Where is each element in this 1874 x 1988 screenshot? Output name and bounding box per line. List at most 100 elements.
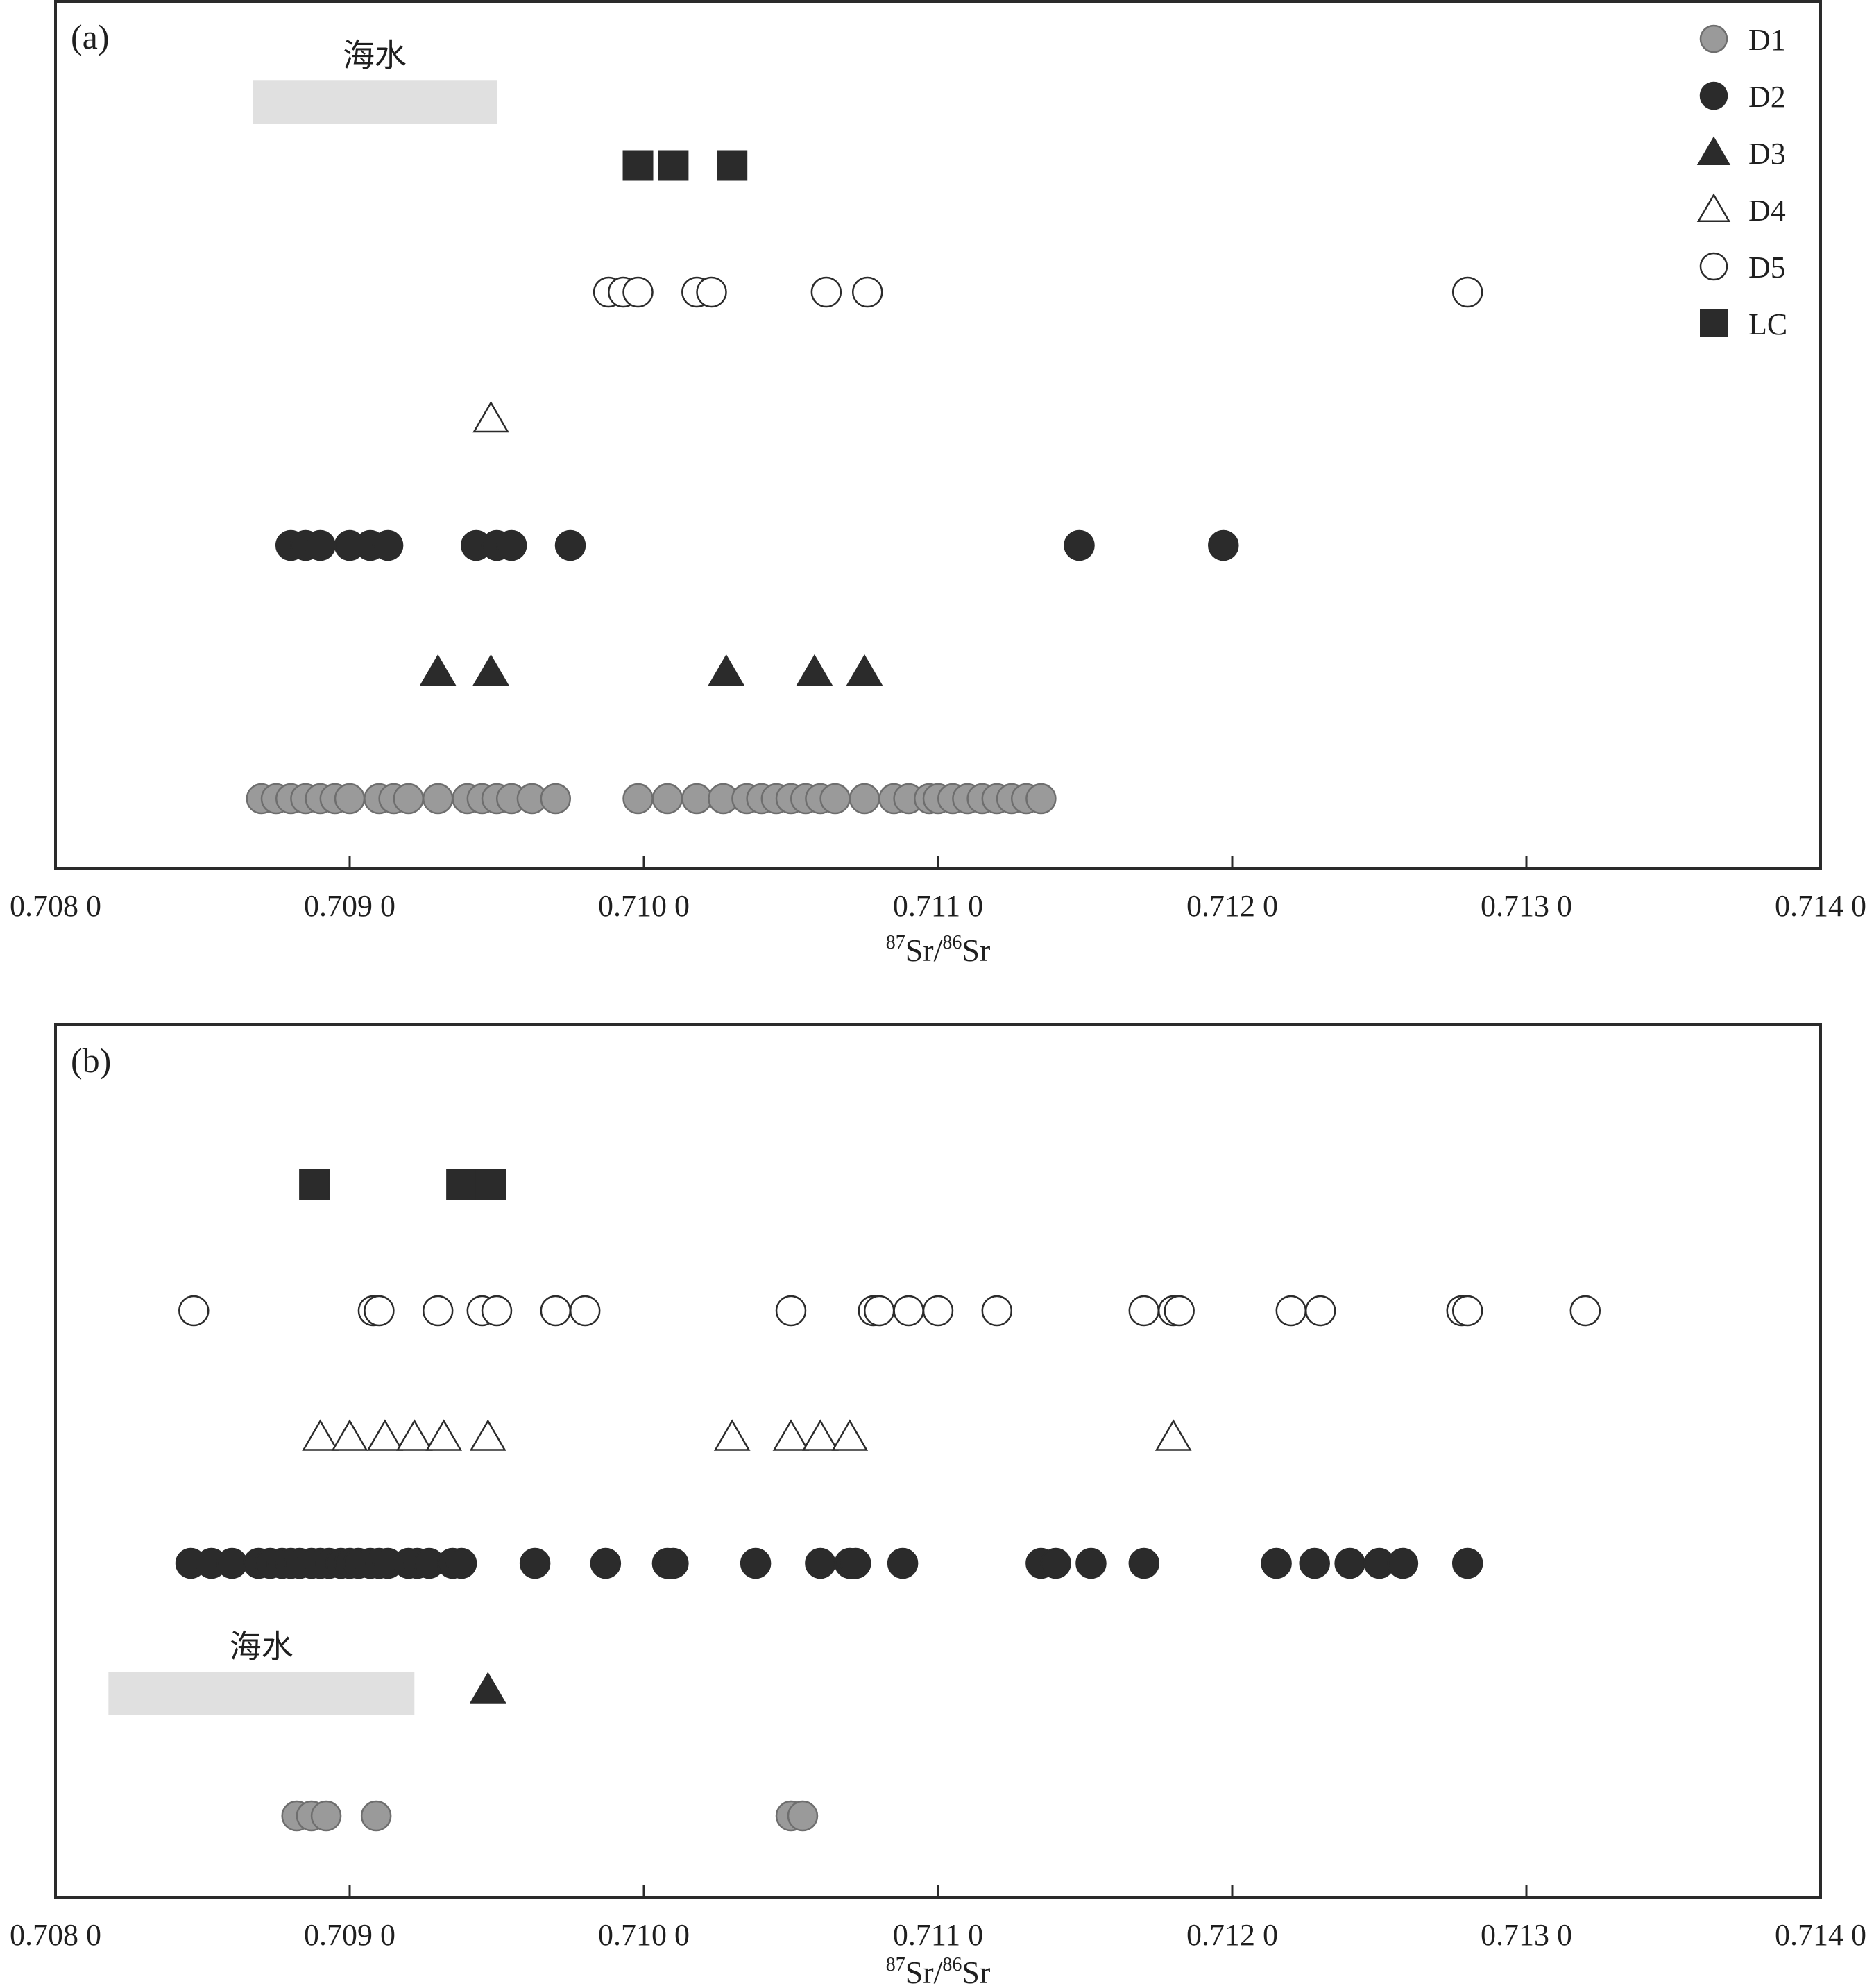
data-point-lc [299, 1169, 330, 1200]
data-point-d2 [1387, 1547, 1419, 1579]
legend-marker [1699, 81, 1728, 110]
data-point-d1 [1025, 783, 1057, 815]
data-point-d5 [810, 276, 842, 308]
x-tick-label: 0.709 0 [304, 889, 395, 923]
data-point-d3 [419, 654, 457, 686]
series-d4 [302, 1419, 1192, 1451]
x-axis-label-sup: 87 [886, 1954, 905, 1976]
data-point-d2 [445, 1547, 477, 1579]
x-tick-label: 0.713 0 [1481, 1918, 1572, 1952]
data-point-d2 [216, 1547, 248, 1579]
data-point-d2 [840, 1547, 871, 1579]
data-point-d5 [1451, 276, 1483, 308]
data-point-d4 [713, 1419, 751, 1451]
data-point-d2 [805, 1547, 836, 1579]
data-point-d1 [310, 1800, 342, 1832]
x-axis-label-text: Sr [962, 933, 990, 968]
x-axis-label-sup: 86 [942, 932, 962, 953]
data-point-d2 [495, 529, 527, 561]
seawater-band [108, 1672, 415, 1715]
data-point-d5 [569, 1295, 601, 1327]
x-tick-label: 0.714 0 [1775, 889, 1866, 923]
legend-label: D3 [1748, 137, 1786, 171]
data-point-d4 [831, 1419, 869, 1451]
x-axis-label-text: Sr/ [905, 1955, 943, 1988]
data-point-d3 [472, 654, 509, 686]
data-point-d5 [893, 1295, 924, 1327]
data-point-d4 [302, 1419, 339, 1451]
data-point-d2 [658, 1547, 689, 1579]
series-d4 [472, 400, 509, 433]
data-point-d1 [622, 783, 654, 815]
legend-marker [1699, 252, 1728, 281]
data-point-d5 [981, 1295, 1013, 1327]
series-lc [299, 1169, 506, 1200]
data-point-d5 [1128, 1295, 1160, 1327]
x-axis-label-text: Sr/ [905, 933, 943, 968]
data-point-d4 [366, 1419, 404, 1451]
data-point-d4 [772, 1419, 810, 1451]
series-d3 [419, 654, 883, 686]
panel-a: 0.708 0 0.709 0 0.710 0 0.711 0 0.712 0 0.713… [10, 0, 1866, 968]
data-point-d3 [708, 654, 745, 686]
seawater-label: 海水 [343, 37, 407, 73]
series-lc [622, 150, 748, 181]
x-tick-label: 0.709 0 [304, 1918, 395, 1952]
data-point-d3 [846, 654, 883, 686]
legend-marker [1699, 24, 1728, 53]
data-point-d5 [863, 1295, 895, 1327]
data-point-d2 [1040, 1547, 1071, 1579]
data-point-d5 [1304, 1295, 1336, 1327]
legend-item-lc: LC [1700, 307, 1787, 341]
data-point-d2 [1299, 1547, 1330, 1579]
data-point-d2 [554, 529, 586, 561]
data-point-d2 [1208, 529, 1239, 561]
seawater-label: 海水 [230, 1629, 293, 1664]
legend-item-d5: D5 [1699, 250, 1786, 284]
x-axis-label-text: Sr [962, 1955, 990, 1988]
data-point-d2 [519, 1547, 551, 1579]
data-point-d2 [887, 1547, 919, 1579]
x-tick-label: 0.708 0 [10, 889, 101, 923]
data-point-d2 [1128, 1547, 1160, 1579]
data-point-d4 [395, 1419, 433, 1451]
data-point-d5 [696, 276, 727, 308]
data-point-lc [446, 1169, 477, 1200]
data-point-d5 [1569, 1295, 1601, 1327]
data-point-lc [658, 150, 689, 181]
data-point-d5 [851, 276, 883, 308]
legend-label: D4 [1748, 194, 1786, 228]
legend-label: D2 [1748, 80, 1786, 114]
legend-item-d3: D3 [1696, 136, 1786, 171]
data-point-d3 [469, 1672, 506, 1704]
x-axis-label-sup: 87 [886, 932, 905, 953]
legend-item-d1: D1 [1699, 23, 1786, 57]
legend-marker [1700, 309, 1728, 337]
series-d5 [593, 276, 1483, 308]
series-d1 [246, 783, 1057, 815]
legend: D1 D2 D3 D4 D5 LC [1696, 23, 1787, 341]
series-d3 [469, 1672, 506, 1704]
data-point-d5 [1164, 1295, 1195, 1327]
data-point-d3 [796, 654, 833, 686]
legend-item-d4: D4 [1696, 193, 1786, 228]
data-point-d5 [422, 1295, 454, 1327]
data-point-d5 [1451, 1295, 1483, 1327]
x-tick-label: 0.712 0 [1186, 1918, 1278, 1952]
data-point-d5 [178, 1295, 210, 1327]
data-point-d4 [425, 1419, 463, 1451]
data-point-d5 [1275, 1295, 1307, 1327]
data-point-lc [717, 150, 748, 181]
data-point-d2 [1451, 1547, 1483, 1579]
data-point-d1 [360, 1800, 392, 1832]
legend-label: LC [1748, 307, 1787, 341]
data-point-d4 [802, 1419, 839, 1451]
data-point-d2 [590, 1547, 622, 1579]
data-point-d1 [422, 783, 454, 815]
data-point-lc [475, 1169, 506, 1200]
data-point-d4 [472, 400, 509, 433]
series-d1 [281, 1800, 819, 1832]
data-point-d4 [469, 1419, 506, 1451]
data-point-d2 [1261, 1547, 1292, 1579]
panel-b: 0.708 0 0.709 0 0.710 0 0.711 0 0.712 0 0.713… [10, 1023, 1866, 1988]
